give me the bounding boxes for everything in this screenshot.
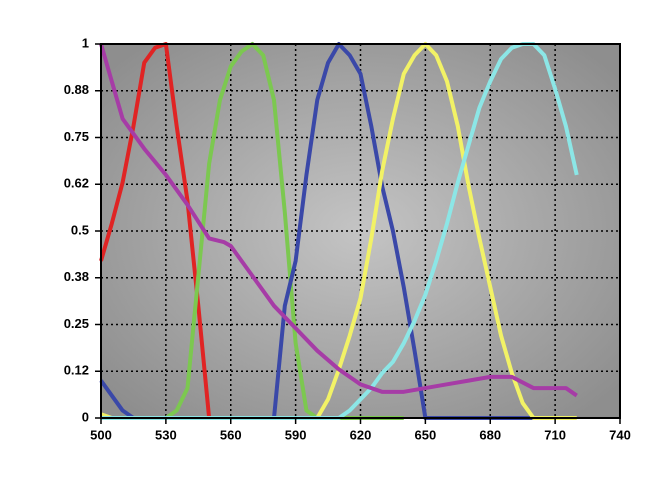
series-line [100, 42, 577, 420]
y-tick-label: 0.12 [64, 363, 89, 378]
x-tick-label: 620 [350, 427, 372, 442]
series-line [101, 42, 579, 420]
y-tick-label: 0.75 [64, 129, 89, 144]
x-tick-label: 560 [220, 427, 242, 442]
y-tick-label: 0.62 [64, 176, 89, 191]
series-line [164, 42, 404, 420]
series-line [99, 43, 578, 398]
x-tick-label: 500 [90, 427, 112, 442]
y-tick-label: 0 [82, 409, 89, 424]
x-tick-label: 530 [155, 427, 177, 442]
y-tick-label: 0.5 [71, 222, 89, 237]
x-tick-label: 680 [479, 427, 501, 442]
y-tick-label: 0.38 [64, 269, 89, 284]
x-tick-label: 710 [544, 427, 566, 442]
series-line [99, 42, 212, 419]
y-tick-label: 1 [82, 35, 89, 50]
x-tick-label: 590 [285, 427, 307, 442]
x-tick-label: 740 [609, 427, 631, 442]
y-tick-label: 0.25 [64, 316, 89, 331]
x-tick-label: 650 [415, 427, 437, 442]
y-tick-label: 0.88 [64, 82, 89, 97]
